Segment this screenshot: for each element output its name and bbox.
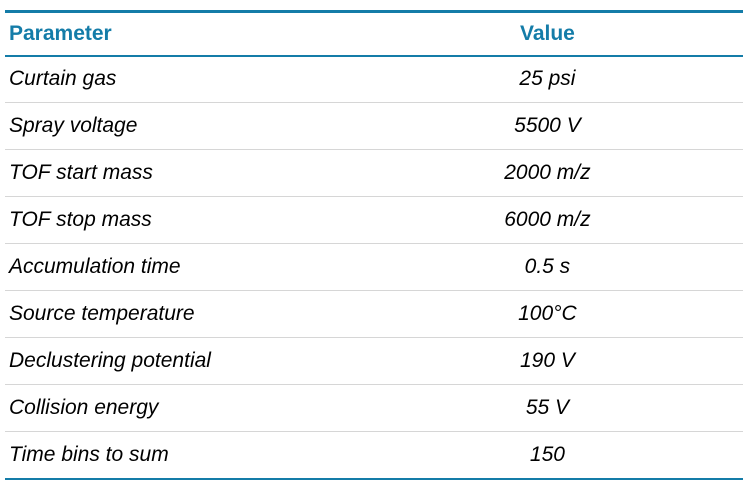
value-cell: 25 psi xyxy=(519,67,576,91)
table-row: Curtain gas 25 psi xyxy=(5,56,743,103)
value-cell: 5500 V xyxy=(351,102,743,150)
table-row: Declustering potential 190 V xyxy=(5,337,743,385)
table-row: TOF start mass 2000 m/z xyxy=(5,149,743,197)
param-cell: TOF start mass xyxy=(5,149,352,197)
param-cell: Collision energy xyxy=(5,384,352,432)
param-cell: TOF stop mass xyxy=(5,196,352,244)
param-cell: Time bins to sum xyxy=(5,431,352,479)
value-cell: 100°C xyxy=(351,290,743,338)
table-row: Accumulation time 0.5 s xyxy=(5,243,743,291)
value-cell: 190 V xyxy=(351,337,743,385)
value-cell: 150 xyxy=(351,431,743,479)
param-cell: Curtain gas xyxy=(9,67,117,91)
table-row: Collision energy 55 V xyxy=(5,384,743,432)
param-cell: Spray voltage xyxy=(5,102,352,150)
header-row: Parameter Value xyxy=(5,11,743,57)
table-body: Curtain gas 25 psi Spray voltage 5500 V … xyxy=(5,56,743,479)
param-cell: Declustering potential xyxy=(5,337,352,385)
parameters-table: Parameter Value Curtain gas 25 psi Spray… xyxy=(5,10,743,480)
param-cell: Accumulation time xyxy=(5,243,352,291)
table-header: Parameter Value xyxy=(5,11,743,57)
param-cell: Source temperature xyxy=(5,290,352,338)
table-row: TOF stop mass 6000 m/z xyxy=(5,196,743,244)
column-header-value: Value xyxy=(351,11,743,57)
value-cell: 2000 m/z xyxy=(351,149,743,197)
value-cell: 6000 m/z xyxy=(351,196,743,244)
value-cell: 0.5 s xyxy=(351,243,743,291)
table-row: Time bins to sum 150 xyxy=(5,431,743,479)
value-cell: 55 V xyxy=(351,384,743,432)
table-row: Spray voltage 5500 V xyxy=(5,102,743,150)
table-row: Source temperature 100°C xyxy=(5,290,743,338)
column-header-parameter: Parameter xyxy=(5,11,352,57)
